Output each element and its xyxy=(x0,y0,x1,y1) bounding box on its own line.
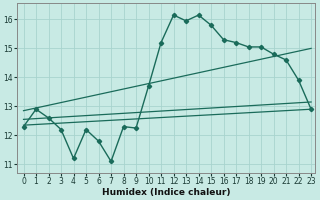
X-axis label: Humidex (Indice chaleur): Humidex (Indice chaleur) xyxy=(102,188,230,197)
